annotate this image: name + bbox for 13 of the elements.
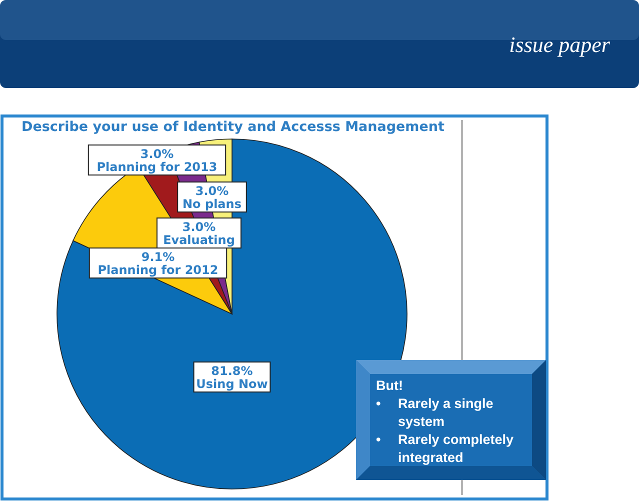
data-label: 81.8% <box>211 364 253 378</box>
data-label: 9.1% <box>141 250 175 264</box>
text: issue paper <box>509 32 610 57</box>
slice-label: Using Now <box>196 377 268 391</box>
chart-title: Describe your use of Identity and Accesss Management <box>22 119 446 135</box>
data-label: 3.0% <box>140 147 174 161</box>
data-label: 3.0% <box>182 220 216 234</box>
data-label: 3.0% <box>195 184 229 198</box>
slice-label: No plans <box>182 197 242 211</box>
text: But! • Rarely a single system • Rarely completely integrated <box>376 378 514 465</box>
slice-label: Planning for 2013 <box>96 160 218 174</box>
slice-label: Planning for 2012 <box>98 263 218 277</box>
slice-label: Evaluating <box>163 233 235 247</box>
